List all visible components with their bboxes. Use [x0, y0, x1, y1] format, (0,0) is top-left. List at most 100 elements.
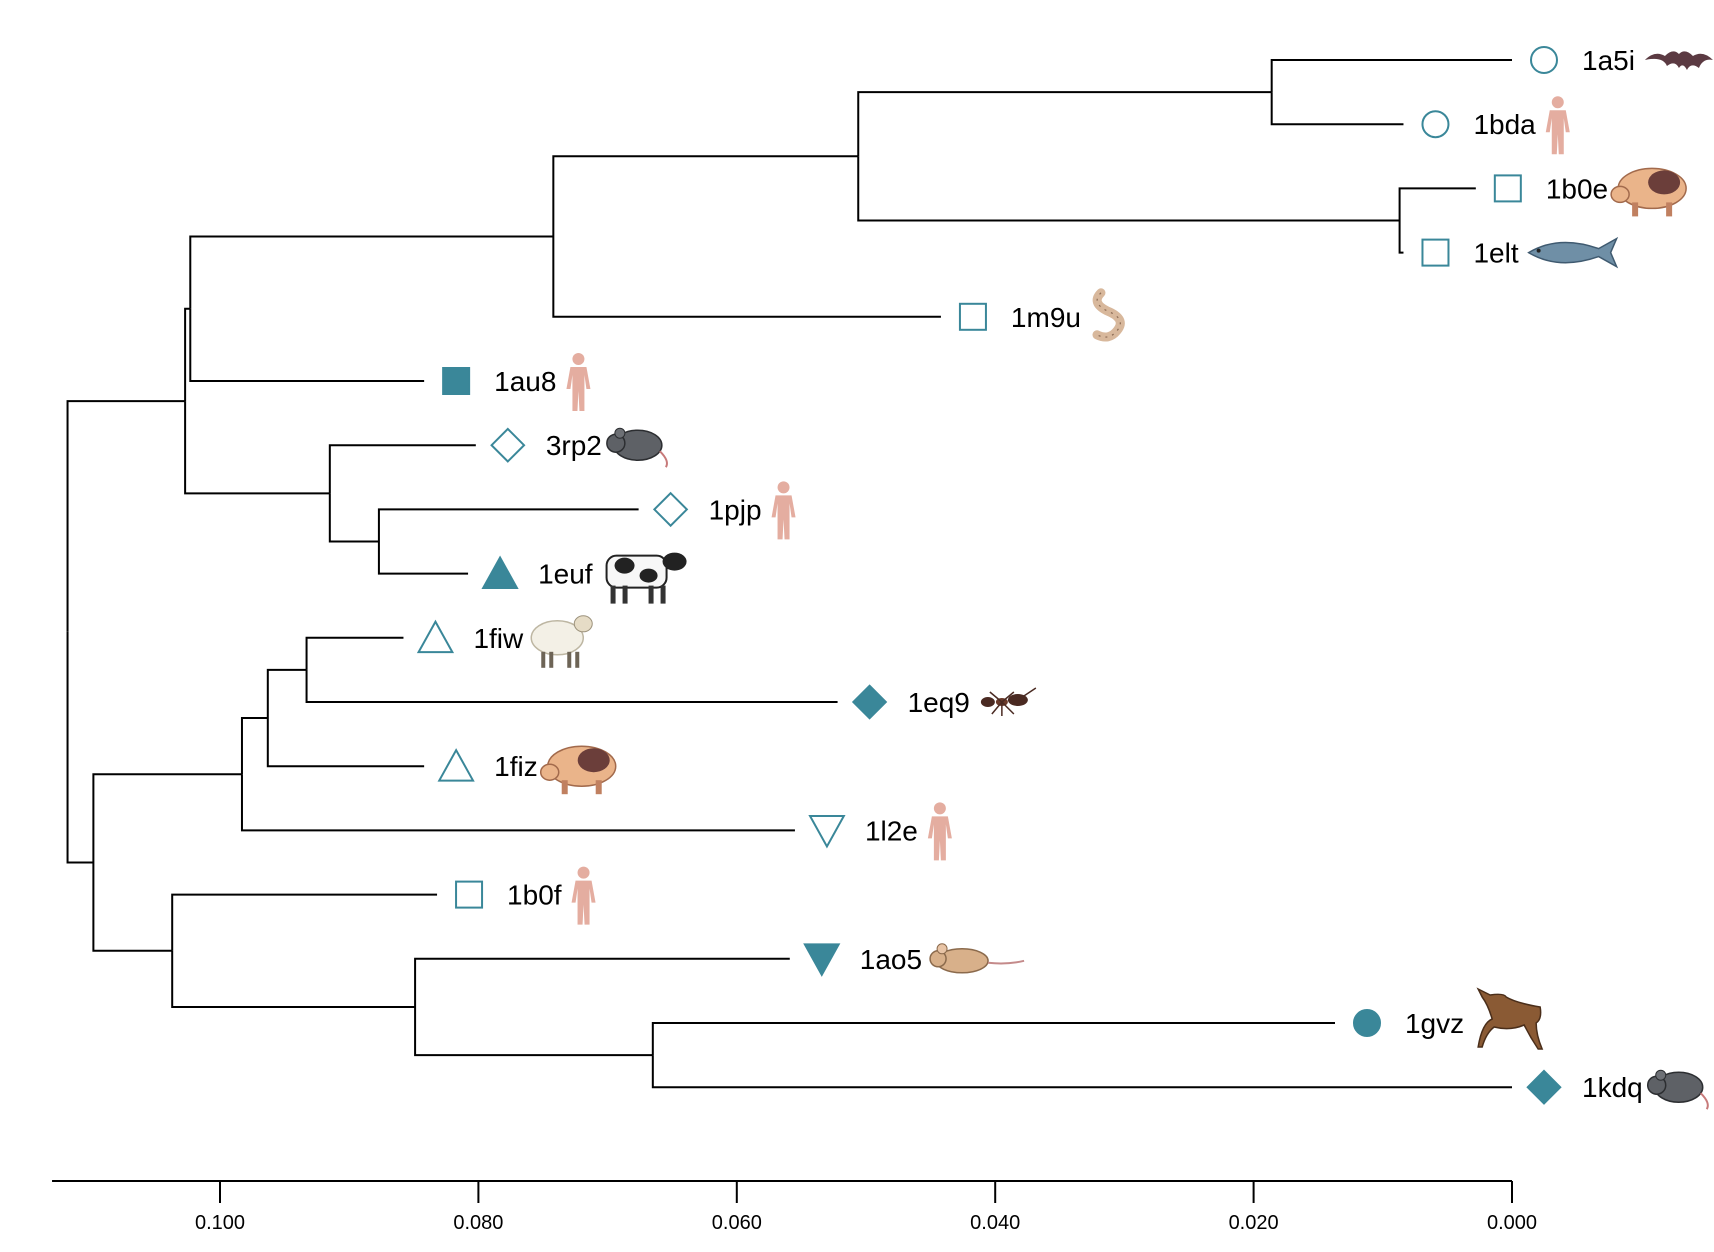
distance-axis: 0.100 0.080 0.060 0.040 0.020 0.000	[52, 1180, 1537, 1234]
branch-n_G	[92, 773, 242, 863]
marker-triangle-open	[416, 619, 455, 654]
leaf-1euf: 1euf	[481, 552, 687, 604]
branch-1elt	[1398, 220, 1404, 254]
leaf-label: 1elt	[1473, 238, 1518, 269]
leaf-label: 1b0e	[1546, 173, 1608, 204]
rat-icon	[606, 427, 668, 468]
tree-leaves: 1a5i 1bda 1b0e 1elt 1m9u 1au8 3rp2 1pjp 1euf 1fiw…	[416, 45, 1713, 1110]
mouse-icon	[929, 943, 1025, 974]
leaf-1l2e: 1l2e	[808, 802, 952, 861]
branch-n_F	[240, 717, 268, 775]
axis-tick-label: 0.040	[970, 1212, 1020, 1234]
human-icon	[771, 481, 796, 540]
branch-1fiw	[305, 636, 404, 670]
marker-square-open	[1493, 174, 1522, 203]
pig-icon	[539, 745, 617, 795]
marker-circle-open	[1421, 110, 1450, 139]
marker-diamond-open	[490, 427, 526, 463]
leaf-label: 1au8	[494, 366, 556, 397]
horse-icon	[1476, 987, 1544, 1050]
branch-3rp2	[328, 444, 476, 494]
axis-tick-label: 0.020	[1229, 1212, 1279, 1234]
branch-n_gvz_kdq	[414, 1006, 653, 1057]
leaf-1kdq: 1kdq	[1526, 1069, 1709, 1110]
leaf-label: 1gvz	[1405, 1008, 1464, 1039]
ant-icon	[980, 687, 1037, 716]
leaf-label: 1euf	[538, 559, 593, 590]
axis-tick-label: 0.080	[453, 1212, 503, 1234]
branch-1eq9	[305, 669, 838, 703]
branch-n_B	[189, 235, 554, 309]
branch-n_fiw_eq9	[266, 668, 307, 719]
branch-n_C	[184, 307, 191, 402]
leaf-1b0f: 1b0f	[455, 866, 596, 925]
branch-n_pjp_euf	[328, 493, 379, 543]
axis-tick-label: 0.100	[195, 1212, 245, 1234]
axis-tick-label: 0.060	[712, 1212, 762, 1234]
rat-icon	[1646, 1069, 1709, 1110]
marker-triangle-filled	[481, 555, 519, 589]
branch-1bda	[1270, 92, 1404, 126]
branch-1fiz	[266, 718, 425, 768]
cow-icon	[605, 552, 687, 604]
branch-n_1b0e_1elt	[857, 156, 1400, 222]
marker-square-open	[455, 880, 484, 909]
leaf-3rp2: 3rp2	[490, 427, 668, 468]
marker-diamond-filled	[1526, 1069, 1562, 1105]
branch-n_J	[66, 631, 94, 864]
marker-triangle-down-open	[808, 815, 846, 849]
branch-1l2e	[240, 774, 795, 832]
leaf-label: 3rp2	[546, 430, 602, 461]
branch-1ao5	[414, 957, 790, 1007]
marker-triangle-open	[437, 748, 475, 782]
branch-n_A	[552, 155, 859, 237]
branch-1m9u	[552, 236, 941, 318]
leaf-label: 1m9u	[1011, 302, 1081, 333]
leaf-1fiz: 1fiz	[437, 745, 617, 795]
sheep-icon	[530, 615, 593, 668]
branch-1au8	[189, 308, 425, 382]
leaf-label: 1fiw	[473, 623, 524, 654]
bat-icon	[1644, 51, 1713, 70]
branch-1b0f	[171, 893, 438, 951]
pig-icon	[1610, 167, 1687, 217]
branch-n_1a5i_1bda	[857, 91, 1272, 157]
fish-icon	[1527, 236, 1619, 269]
tree-branches	[66, 59, 1512, 1089]
branch-n_E	[66, 400, 186, 632]
marker-triangle-down-filled	[803, 943, 841, 977]
branch-1euf	[377, 541, 469, 575]
branch-1kdq	[651, 1055, 1512, 1089]
leaf-1fiw: 1fiw	[416, 615, 593, 668]
worm-icon	[1092, 288, 1125, 342]
marker-diamond-filled	[851, 684, 888, 720]
marker-square-open	[1421, 238, 1450, 267]
branch-1b0e	[1398, 187, 1476, 221]
human-icon	[927, 802, 952, 861]
leaf-1eq9: 1eq9	[851, 684, 1037, 720]
branch-n_I	[92, 862, 173, 952]
marker-square-open	[958, 302, 987, 331]
branch-1pjp	[377, 508, 639, 542]
leaf-1m9u: 1m9u	[958, 288, 1125, 342]
leaf-label: 1ao5	[860, 944, 922, 975]
axis-tick-label: 0.000	[1487, 1212, 1537, 1234]
leaf-label: 1bda	[1473, 109, 1536, 140]
branch-n_H	[171, 950, 416, 1008]
leaf-label: 1kdq	[1582, 1072, 1643, 1103]
human-icon	[571, 866, 596, 925]
leaf-1au8: 1au8	[442, 353, 591, 411]
leaf-label: 1l2e	[865, 815, 918, 846]
leaf-1pjp: 1pjp	[652, 481, 796, 540]
branch-1a5i	[1270, 59, 1512, 93]
leaf-label: 1b0f	[507, 880, 562, 911]
leaf-1bda: 1bda	[1421, 96, 1570, 155]
marker-square-filled	[442, 367, 471, 395]
marker-diamond-open	[652, 491, 689, 528]
leaf-label: 1a5i	[1582, 45, 1635, 76]
leaf-1b0e: 1b0e	[1493, 167, 1687, 217]
human-icon	[566, 353, 591, 411]
leaf-label: 1eq9	[908, 687, 970, 718]
leaf-label: 1pjp	[709, 494, 762, 525]
